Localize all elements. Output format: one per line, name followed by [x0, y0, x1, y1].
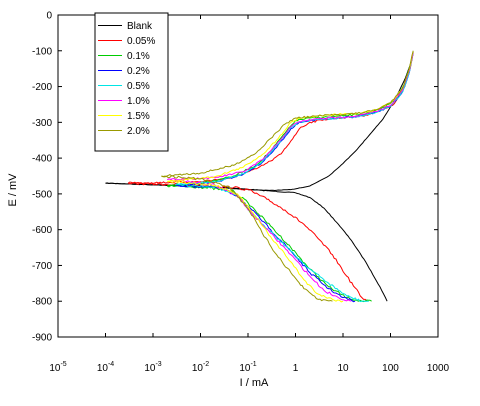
- series-2-0-cathodic: [161, 175, 333, 302]
- series-0-1-cathodic: [167, 184, 372, 303]
- legend-label-0-5: 0.5%: [127, 81, 150, 92]
- series-2-0-anodic: [161, 50, 414, 178]
- series-0-1-anodic: [167, 52, 414, 187]
- y-tick-label: -100: [32, 46, 52, 57]
- series-1-5-cathodic: [167, 180, 344, 303]
- series-1-0-anodic: [167, 52, 414, 181]
- legend-label-1-5: 1.5%: [127, 111, 150, 122]
- series-0-2-cathodic: [175, 184, 356, 303]
- series-1-5-anodic: [167, 51, 414, 183]
- series-0-05-anodic: [128, 52, 414, 185]
- y-tick-label: -500: [32, 189, 52, 200]
- y-axis: 0 -100 -200 -300 -400 -500 -600 -700 -800 -900: [32, 11, 438, 344]
- legend-label-blank: Blank: [127, 21, 153, 32]
- x-tick-label: 10-2: [192, 361, 209, 374]
- series-0-2-anodic: [175, 52, 414, 187]
- series-0-5-anodic: [175, 52, 414, 186]
- y-tick-label: -600: [32, 225, 52, 236]
- x-tick-label: 10-4: [97, 361, 114, 374]
- x-tick-label: 10: [337, 363, 349, 374]
- x-tick-label: 1: [293, 363, 299, 374]
- x-axis-label: I / mA: [240, 377, 269, 389]
- series-1-0-cathodic: [167, 178, 352, 302]
- legend-label-0-1: 0.1%: [127, 51, 150, 62]
- x-tick-label: 10-1: [239, 361, 256, 374]
- x-tick-label: 1000: [427, 363, 450, 374]
- y-tick-label: -700: [32, 261, 52, 272]
- y-tick-label: -200: [32, 82, 52, 93]
- legend-box: [94, 12, 169, 152]
- x-tick-label: 100: [382, 363, 399, 374]
- y-tick-label: -800: [32, 297, 52, 308]
- legend-label-0-2: 0.2%: [127, 66, 150, 77]
- x-tick-label: 10-3: [144, 361, 161, 374]
- y-tick-label: -300: [32, 118, 52, 129]
- legend-label-0-05: 0.05%: [127, 36, 155, 47]
- y-axis-label: E / mV: [7, 173, 19, 207]
- legend-label-2-0: 2.0%: [127, 126, 150, 137]
- y-tick-label: -400: [32, 154, 52, 165]
- legend-label-1-0: 1.0%: [127, 96, 150, 107]
- x-tick-label: 10-5: [49, 361, 66, 374]
- series-0-05-cathodic: [127, 181, 368, 302]
- legend: Blank 0.05% 0.1% 0.2% 0.5% 1.0% 1.5% 2.0%: [94, 12, 169, 152]
- y-tick-label: -900: [32, 333, 52, 344]
- series-0-5-cathodic: [175, 183, 369, 303]
- y-tick-label: 0: [46, 11, 52, 22]
- curves-group: [105, 50, 414, 303]
